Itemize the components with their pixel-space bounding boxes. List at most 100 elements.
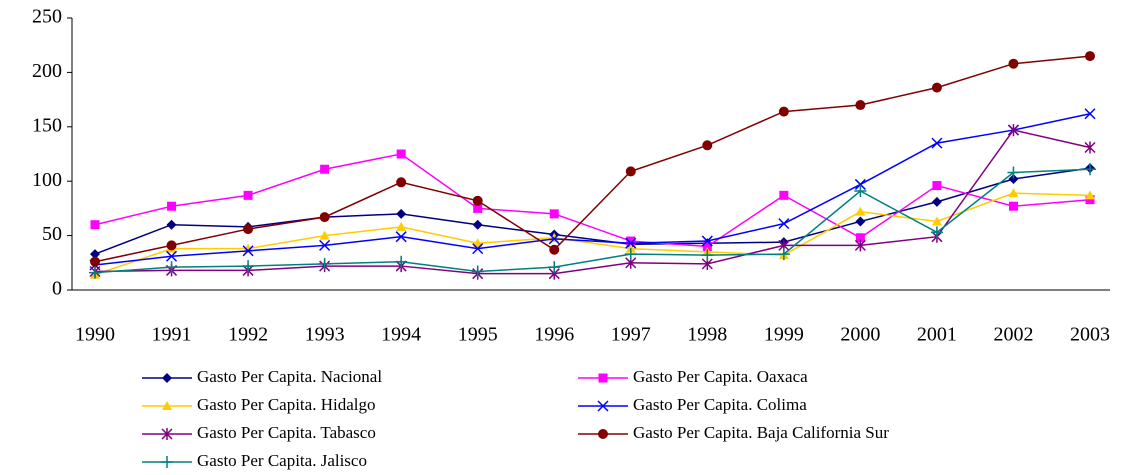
marker [855, 206, 866, 216]
marker [166, 250, 178, 262]
y-tick-label: 0 [52, 278, 62, 300]
legend-marker [598, 429, 608, 439]
legend-label: Gasto Per Capita. Baja California Sur [633, 423, 889, 442]
marker [931, 82, 942, 93]
x-tick-label: 1998 [687, 324, 727, 346]
legend-label: Gasto Per Capita. Jalisco [197, 451, 367, 470]
marker [1008, 58, 1019, 69]
legend-entry: Gasto Per Capita. Baja California Sur [578, 423, 889, 442]
x-tick-label: 2001 [917, 324, 957, 346]
marker [549, 209, 559, 219]
series [89, 108, 1096, 271]
marker [701, 249, 714, 262]
marker [854, 239, 866, 252]
marker [931, 216, 942, 226]
legend-label: Gasto Per Capita. Nacional [197, 367, 382, 386]
legend-marker [161, 428, 173, 440]
marker [320, 164, 330, 174]
y-tick-label: 150 [32, 114, 62, 136]
marker [472, 238, 483, 248]
series-line [94, 113, 1091, 266]
marker [1084, 163, 1096, 176]
series [89, 163, 1096, 279]
y-tick-label: 100 [32, 169, 62, 191]
legend-label: Gasto Per Capita. Oaxaca [633, 367, 808, 386]
legend-entry: Gasto Per Capita. Tabasco [142, 423, 376, 442]
marker [472, 219, 483, 230]
marker [931, 196, 942, 207]
series-line [94, 192, 1091, 276]
marker [166, 240, 177, 251]
marker [932, 181, 942, 191]
marker [931, 137, 943, 149]
x-tick-label: 1992 [228, 324, 268, 346]
marker [548, 233, 560, 245]
legend-entry: Gasto Per Capita. Jalisco [142, 451, 367, 470]
marker [472, 195, 483, 206]
marker [778, 106, 789, 117]
marker [318, 257, 331, 270]
legend-entry: Gasto Per Capita. Colima [578, 395, 807, 414]
series-line [94, 153, 1091, 248]
x-tick-label: 2002 [993, 324, 1033, 346]
y-tick-label: 250 [32, 6, 62, 28]
legend-entry: Gasto Per Capita. Oaxaca [578, 367, 808, 386]
marker [1008, 201, 1018, 211]
marker [242, 245, 254, 257]
marker [626, 236, 636, 246]
legend-label: Gasto Per Capita. Tabasco [197, 423, 376, 442]
marker [90, 249, 100, 260]
legend-marker [161, 456, 173, 468]
marker [702, 140, 713, 151]
marker [396, 221, 407, 231]
y-tick-label: 50 [42, 223, 62, 245]
marker [396, 177, 407, 188]
marker [1008, 174, 1019, 185]
marker [1084, 141, 1096, 154]
marker [472, 243, 484, 255]
marker [855, 100, 866, 111]
legend-marker [162, 401, 172, 410]
marker [778, 218, 790, 230]
marker [319, 212, 330, 223]
legend-label: Gasto Per Capita. Hidalgo [197, 395, 375, 414]
series-line [94, 55, 1091, 263]
x-tick-label: 2000 [840, 324, 880, 346]
marker [90, 220, 100, 230]
marker [625, 166, 636, 177]
marker [396, 149, 406, 159]
marker [243, 224, 254, 235]
marker [930, 226, 943, 239]
legend-entry: Gasto Per Capita. Hidalgo [142, 395, 375, 414]
marker [1007, 124, 1019, 137]
marker [243, 190, 253, 200]
marker [854, 178, 866, 190]
series-line [94, 168, 1091, 274]
marker [242, 260, 255, 273]
marker [1007, 166, 1020, 179]
legend-entry: Gasto Per Capita. Nacional [142, 367, 382, 386]
series [90, 149, 1095, 251]
x-tick-label: 2003 [1070, 324, 1110, 346]
x-tick-label: 1991 [152, 324, 192, 346]
marker [1084, 108, 1096, 120]
x-tick-label: 1997 [611, 324, 651, 346]
x-tick-label: 1993 [305, 324, 345, 346]
marker [90, 256, 100, 267]
marker [471, 265, 484, 278]
legend-marker [598, 373, 608, 383]
marker [854, 184, 867, 197]
marker [625, 237, 637, 249]
marker [1008, 188, 1019, 198]
marker [1085, 195, 1095, 205]
x-tick-label: 1999 [764, 324, 804, 346]
x-tick-label: 1990 [75, 324, 115, 346]
marker [702, 241, 712, 251]
marker [701, 235, 713, 247]
x-tick-label: 1995 [458, 324, 498, 346]
marker [89, 266, 101, 279]
marker [855, 216, 866, 227]
marker [777, 248, 790, 261]
marker [395, 255, 408, 268]
